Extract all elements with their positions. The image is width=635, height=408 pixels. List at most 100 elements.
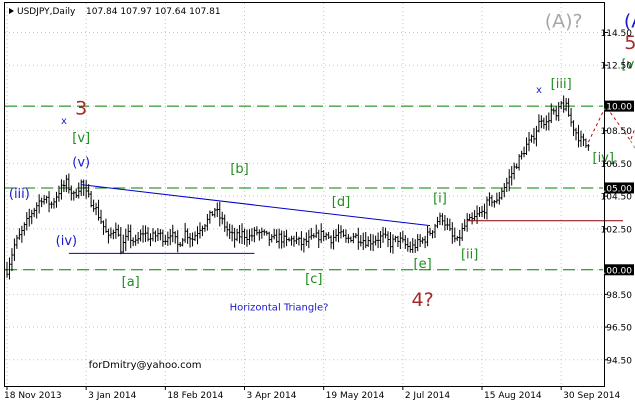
y-tick-label-1: 112.50 — [601, 62, 633, 72]
ohlc-bar-149 — [374, 235, 377, 246]
ohlc-bar-71 — [181, 238, 184, 247]
ohlc-bar-174 — [436, 216, 439, 228]
ohlc-bar-44 — [114, 222, 118, 239]
ohlc-bar-8 — [25, 212, 28, 231]
y-tick-label-9: 98.50 — [606, 291, 632, 301]
ohlc-bar-105 — [265, 230, 268, 236]
ohlc-bar-96 — [243, 228, 246, 245]
ohlc-bar-218 — [545, 115, 548, 131]
ohlc-bar-54 — [139, 229, 142, 242]
ohlc-bar-227 — [567, 98, 570, 117]
ohlc-bar-219 — [547, 112, 551, 131]
ohlc-bar-232 — [579, 130, 583, 148]
wave-label-1: 3 — [75, 97, 87, 119]
ohlc-bar-90 — [228, 223, 231, 239]
triangle-upper-line — [81, 184, 431, 227]
ohlc-bar-30 — [80, 179, 83, 196]
ohlc-bar-221 — [552, 107, 555, 115]
ohlc-bar-27 — [72, 190, 75, 201]
ohlc-bar-18 — [50, 201, 53, 209]
ohlc-bar-20 — [55, 191, 58, 208]
y-axis: 114.50 112.50 110.00 108.50 106.50 105.00104.… — [601, 29, 634, 366]
wave-label-15: [iii] — [551, 77, 572, 92]
ohlc-bar-187 — [468, 213, 471, 222]
ohlc-bar-3 — [13, 238, 16, 261]
chart-header: USDJPY,Daily 107.84 107.97 107.64 107.81 — [9, 7, 221, 17]
ohlc-bar-2 — [10, 248, 14, 272]
ohlc-open: 107.84 — [86, 7, 118, 17]
ohlc-bar-6 — [20, 225, 24, 243]
ohlc-bar-189 — [473, 210, 476, 221]
ohlc-bar-104 — [263, 229, 266, 236]
ohlc-bar-50 — [129, 224, 132, 249]
ohlc-bar-89 — [225, 221, 229, 237]
y-tick-label-2: 110.00 — [601, 103, 633, 113]
ohlc-bar-196 — [490, 194, 494, 207]
ohlc-bar-126 — [317, 229, 320, 249]
ohlc-bar-93 — [235, 228, 239, 242]
wave-label-11: 4? — [412, 289, 434, 311]
ohlc-bar-12 — [35, 202, 38, 219]
ohlc-bar-150 — [376, 232, 380, 249]
ohlc-bar-61 — [156, 228, 160, 241]
ohlc-bar-188 — [470, 212, 474, 225]
ohlc-bar-107 — [270, 234, 273, 243]
ohlc-bar-52 — [134, 234, 137, 246]
ohlc-bar-153 — [384, 227, 387, 239]
y-tick-label-11: 94.50 — [606, 356, 632, 366]
ohlc-bar-201 — [503, 182, 506, 198]
ohlc-bar-46 — [119, 227, 123, 255]
wave-label-10: [e] — [414, 257, 432, 272]
ohlc-bar-160 — [401, 230, 405, 243]
ohlc-bar-231 — [577, 124, 580, 148]
ohlc-bar-0 — [5, 261, 9, 278]
ohlc-bar-205 — [512, 162, 516, 180]
wave-label-0: x — [61, 116, 67, 127]
x-tick-label-0: 18 Nov 2013 — [4, 391, 62, 401]
ohlc-bar-203 — [508, 169, 511, 192]
ohlc-bar-51 — [131, 237, 135, 247]
ohlc-bar-164 — [411, 238, 414, 254]
ohlc-bar-156 — [391, 234, 395, 254]
ohlc-bar-4 — [15, 234, 19, 249]
ohlc-bar-228 — [569, 107, 573, 127]
y-tick-label-6: 104.50 — [601, 193, 633, 203]
ohlc-bar-225 — [562, 95, 565, 113]
ohlc-bar-185 — [463, 219, 466, 232]
ohlc-bar-103 — [260, 227, 264, 239]
ohlc-bar-73 — [186, 228, 189, 244]
ohlc-bar-87 — [221, 211, 224, 225]
ohlc-bar-169 — [423, 235, 427, 249]
ohlc-bar-212 — [530, 134, 533, 143]
ohlc-bar-186 — [465, 213, 469, 232]
ohlc-bar-5 — [18, 228, 21, 240]
ohlc-bar-163 — [409, 241, 412, 253]
ohlc-bar-42 — [109, 227, 113, 239]
ohlc-bar-111 — [280, 230, 283, 249]
ohlc-bar-25 — [67, 173, 71, 194]
ohlc-bar-28 — [75, 188, 78, 199]
ohlc-bar-157 — [394, 235, 397, 243]
ohlc-bar-211 — [527, 131, 531, 152]
ohlc-bar-173 — [433, 223, 437, 238]
y-tick-label-4: 106.50 — [601, 160, 633, 170]
ohlc-bar-64 — [164, 234, 167, 245]
ohlc-bar-23 — [62, 180, 66, 193]
wave-label-9: [d] — [332, 195, 350, 210]
ohlc-bar-70 — [178, 242, 182, 247]
ohlc-bar-95 — [240, 223, 244, 244]
ohlc-bar-152 — [381, 226, 385, 243]
ohlc-bar-76 — [193, 231, 197, 242]
ohlc-high: 107.97 — [120, 7, 152, 17]
ohlc-bar-223 — [557, 102, 560, 122]
ohlc-bar-38 — [99, 209, 103, 225]
ohlc-bar-172 — [431, 230, 434, 239]
ohlc-bar-144 — [362, 232, 365, 250]
ohlc-bar-220 — [550, 103, 553, 124]
ohlc-bar-143 — [359, 235, 362, 247]
ohlc-bar-158 — [396, 235, 400, 247]
ohlc-bar-102 — [258, 229, 261, 241]
ohlc-bar-138 — [347, 234, 350, 244]
